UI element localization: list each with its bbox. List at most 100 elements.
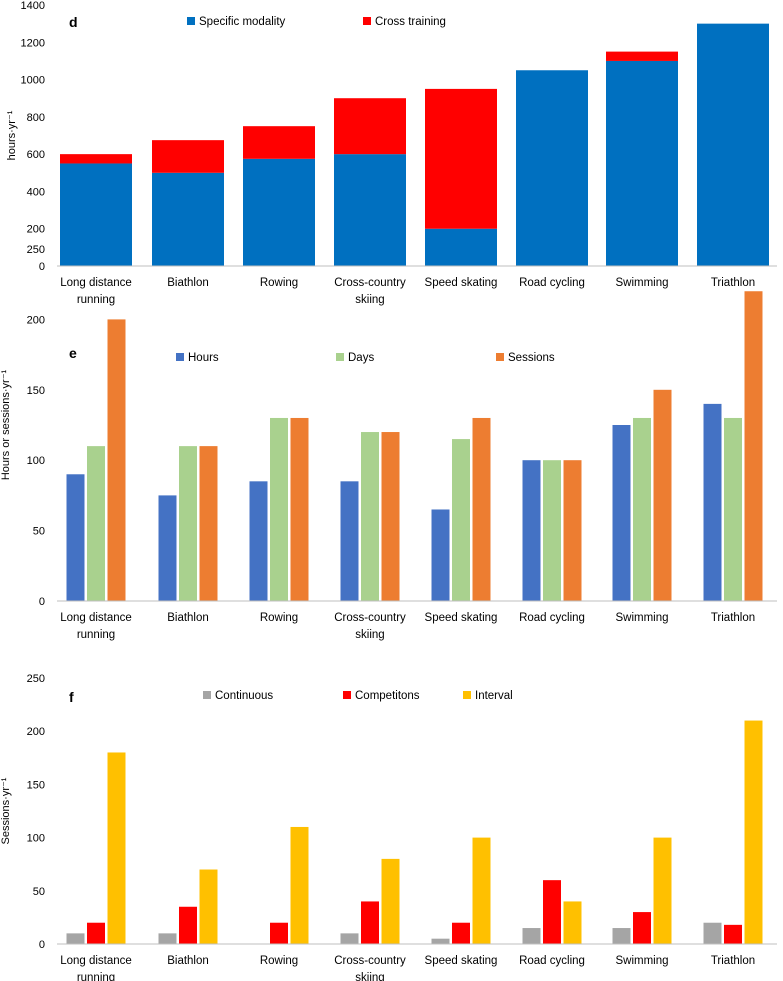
bar-sessions: [563, 460, 582, 601]
y-axis-label: Hours or sessions·yr⁻¹: [0, 369, 12, 480]
y-tick-label: 50: [33, 526, 45, 538]
x-category-label: running: [77, 629, 115, 641]
bar-interval: [107, 752, 126, 944]
bar-cross-training: [606, 51, 678, 61]
y-tick-label: 0: [39, 261, 45, 273]
x-category-label: Road cycling: [519, 612, 585, 624]
bar-specific-modality: [152, 172, 224, 266]
x-category-label: Cross-country: [334, 955, 406, 967]
x-category-label: Biathlon: [167, 277, 209, 289]
panel-letter: e: [69, 345, 77, 361]
y-tick-label: 800: [27, 112, 45, 124]
x-category-label: Biathlon: [167, 612, 209, 624]
x-category-label: Road cycling: [519, 955, 585, 967]
bar-hours: [158, 495, 177, 601]
legend-swatch: [203, 691, 211, 699]
legend-label: Days: [348, 352, 374, 364]
bar-competitons: [452, 922, 470, 944]
bar-days: [361, 432, 379, 601]
legend-swatch: [463, 691, 471, 699]
legend-label: Competitons: [355, 690, 420, 702]
bar-cross-training: [243, 126, 315, 159]
legend-label: Cross training: [375, 16, 446, 28]
x-category-label: Triathlon: [711, 955, 755, 967]
bar-interval: [653, 837, 672, 944]
bar-specific-modality: [516, 70, 588, 266]
bar-interval: [199, 869, 218, 944]
bar-specific-modality: [606, 60, 678, 266]
x-category-label: Rowing: [260, 612, 298, 624]
chart-e: 0 50 100 150 200 250 Hours or sessions·yr⁻¹ Lon…: [0, 244, 777, 641]
bar-interval: [381, 858, 400, 944]
bar-specific-modality: [60, 163, 132, 266]
x-category-label: running: [77, 294, 115, 306]
bar-days: [270, 417, 288, 601]
x-category-label: Rowing: [260, 277, 298, 289]
legend-swatch: [363, 17, 371, 25]
y-tick-label: 0: [39, 596, 45, 608]
legend-swatch: [187, 17, 195, 25]
chart-f: 0 50 100 150 200 250 Sessions·yr⁻¹ Long distanc…: [0, 673, 777, 981]
bar-competitons: [361, 901, 379, 944]
bar-competitons: [87, 922, 105, 944]
bar-hours: [66, 474, 85, 601]
bar-continuous: [431, 938, 450, 944]
y-tick-label: 200: [27, 224, 45, 236]
bar-days: [452, 439, 470, 601]
legend-label: Interval: [475, 690, 513, 702]
y-tick-label: 250: [27, 673, 45, 685]
y-tick-label: 50: [33, 886, 45, 898]
bar-sessions: [744, 291, 763, 601]
bar-interval: [744, 720, 763, 944]
bar-days: [87, 446, 105, 601]
x-category-label: Triathlon: [711, 277, 755, 289]
bar-competitons: [179, 906, 197, 944]
y-tick-label: 250: [27, 244, 45, 256]
bar-specific-modality: [334, 154, 406, 266]
bar-continuous: [158, 933, 177, 944]
legend-swatch: [343, 691, 351, 699]
bar-sessions: [290, 417, 309, 601]
x-category-label: Long distance: [60, 955, 132, 967]
bar-continuous: [612, 928, 631, 944]
y-tick-label: 400: [27, 186, 45, 198]
bar-continuous: [66, 933, 85, 944]
y-tick-label: 1000: [21, 75, 45, 87]
bar-competitons: [543, 880, 561, 944]
bar-cross-training: [60, 154, 132, 164]
y-tick-label: 0: [39, 939, 45, 951]
legend-label: Sessions: [508, 352, 555, 364]
x-category-label: Triathlon: [711, 612, 755, 624]
bar-interval: [290, 826, 309, 944]
bar-cross-training: [425, 88, 497, 229]
x-category-label: skiing: [355, 629, 384, 641]
bar-hours: [340, 481, 359, 601]
bar-hours: [522, 460, 541, 601]
x-category-label: Road cycling: [519, 277, 585, 289]
x-category-label: Speed skating: [425, 955, 498, 967]
bar-hours: [431, 509, 450, 601]
bar-cross-training: [152, 140, 224, 173]
legend-label: Hours: [188, 352, 219, 364]
x-category-label: Speed skating: [425, 277, 498, 289]
x-category-label: Biathlon: [167, 955, 209, 967]
bar-competitons: [633, 912, 651, 944]
bar-days: [179, 446, 197, 601]
y-tick-label: 150: [27, 385, 45, 397]
bar-sessions: [107, 319, 126, 601]
y-tick-label: 100: [27, 455, 45, 467]
y-tick-label: 1200: [21, 37, 45, 49]
x-category-label: skiing: [355, 972, 384, 981]
x-category-label: Cross-country: [334, 277, 406, 289]
x-category-label: Swimming: [615, 612, 668, 624]
y-tick-label: 200: [27, 726, 45, 738]
bar-interval: [563, 901, 582, 944]
x-category-label: Rowing: [260, 955, 298, 967]
bar-sessions: [472, 417, 491, 601]
x-category-label: Long distance: [60, 277, 132, 289]
bar-hours: [703, 403, 722, 601]
x-category-label: Long distance: [60, 612, 132, 624]
bar-specific-modality: [697, 23, 769, 267]
legend-swatch: [496, 353, 504, 361]
